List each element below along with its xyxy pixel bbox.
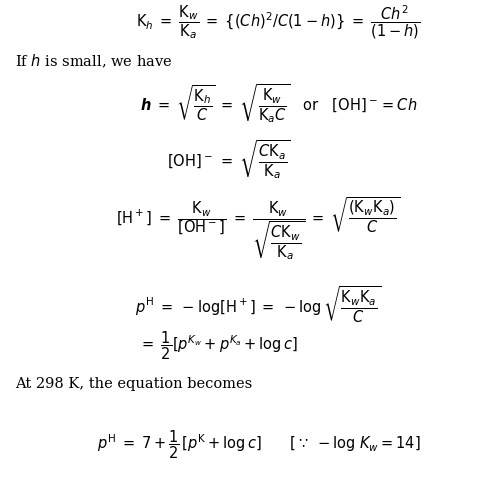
Text: $=\; \dfrac{1}{2}[p^{K_{w}} + p^{K_{a}} + \log c]$: $=\; \dfrac{1}{2}[p^{K_{w}} + p^{K_{a}} … bbox=[139, 330, 298, 362]
Text: $[\mathrm{H}^+] \;=\; \dfrac{\mathrm{K}_{w}}{[\mathrm{OH}^-]} \;=\; \dfrac{\math: $[\mathrm{H}^+] \;=\; \dfrac{\mathrm{K}_… bbox=[116, 195, 401, 262]
Text: $[\mathrm{OH}]^- \;=\; \sqrt{\dfrac{C\mathrm{K}_{a}}{\mathrm{K}_{a}}}$: $[\mathrm{OH}]^- \;=\; \sqrt{\dfrac{C\ma… bbox=[167, 138, 290, 181]
Text: $p^{\mathrm{H}} \;=\; -\log[\mathrm{H}^+] \;=\; -\log\sqrt{\dfrac{\mathrm{K}_{w}: $p^{\mathrm{H}} \;=\; -\log[\mathrm{H}^+… bbox=[135, 284, 382, 325]
Text: If $h$ is small, we have: If $h$ is small, we have bbox=[15, 53, 172, 70]
Text: $\mathrm{K}_{h} \;=\; \dfrac{\mathrm{K}_{w}}{\mathrm{K}_{a}} \;=\; \{(Ch)^2/C(1-: $\mathrm{K}_{h} \;=\; \dfrac{\mathrm{K}_… bbox=[136, 3, 420, 41]
Text: $p^{\mathrm{H}} \;=\; 7 + \dfrac{1}{2}\,[p^{\mathrm{K}} + \log c] \qquad [\becau: $p^{\mathrm{H}} \;=\; 7 + \dfrac{1}{2}\,… bbox=[96, 428, 420, 461]
Text: At 298 K, the equation becomes: At 298 K, the equation becomes bbox=[15, 377, 252, 391]
Text: $\boldsymbol{h} \;=\; \sqrt{\dfrac{\mathrm{K}_{h}}{C}} \;=\; \sqrt{\dfrac{\mathr: $\boldsymbol{h} \;=\; \sqrt{\dfrac{\math… bbox=[140, 82, 417, 125]
